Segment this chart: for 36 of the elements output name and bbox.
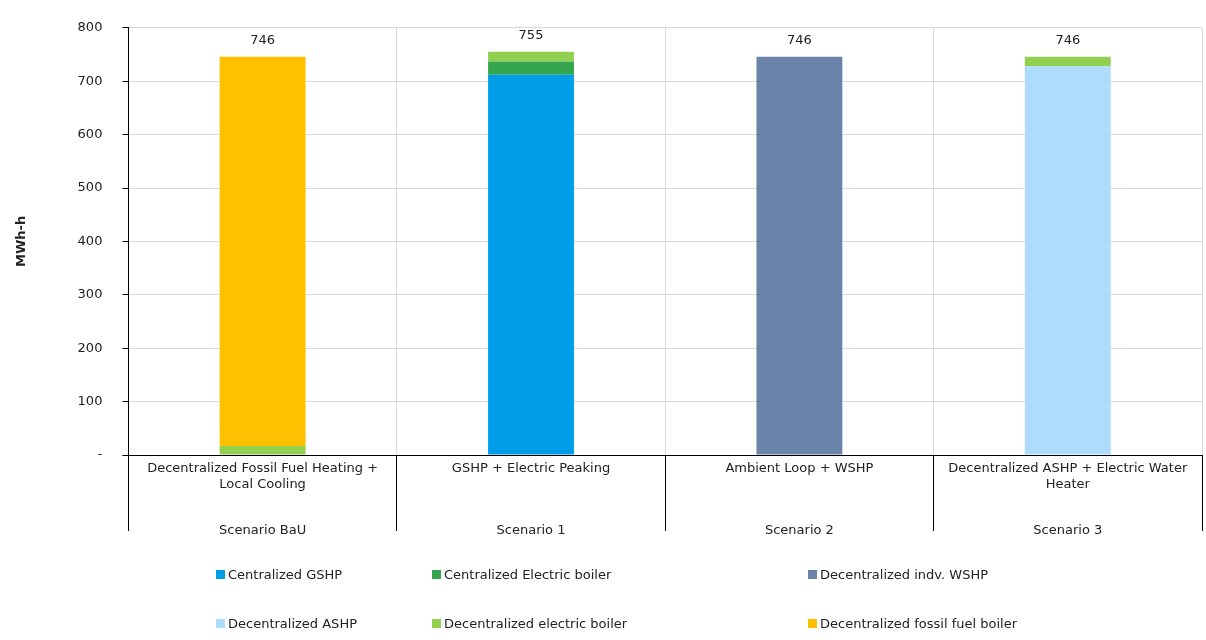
bar (756, 56, 843, 455)
x-tick-label: GSHP + Electric Peaking (451, 460, 611, 476)
legend-label: Decentralized electric boiler (444, 616, 628, 631)
bar (1024, 56, 1111, 67)
total-label: 755 (518, 26, 544, 42)
legend-label: Decentralized fossil fuel boiler (820, 616, 1017, 631)
bar (219, 56, 306, 446)
total-label: 746 (786, 31, 812, 47)
text: Scenario 2 (764, 522, 834, 538)
x-tick-label: Ambient Loop + WSHP (725, 460, 874, 476)
text: Scenario 1 (496, 522, 566, 538)
x-tick-label: Decentralized Fossil Fuel Heating + Local Cooling (147, 460, 379, 491)
bar (488, 74, 574, 455)
bar (488, 61, 574, 75)
y-tick-label: 700 (77, 72, 103, 88)
bar (219, 445, 306, 455)
bar (488, 51, 574, 62)
x-tick-label: Decentralized ASHP + Electric Water Heater (948, 460, 1188, 491)
legend-label: Decentralized ASHP (228, 616, 357, 631)
y-tick-label: 800 (77, 19, 103, 35)
y-tick-label: 100 (77, 392, 103, 408)
y-tick-label: 200 (77, 339, 103, 355)
legend-label: Decentralized indv. WSHP (820, 567, 989, 582)
total-label: 746 (250, 31, 276, 47)
total-label: 746 (1055, 31, 1081, 47)
legend-label: Centralized GSHP (228, 567, 343, 582)
y-tick-label: - (97, 446, 103, 462)
y-tick-label: 300 (77, 286, 103, 302)
y-axis-title: MWh-h (13, 215, 29, 267)
text: Scenario 3 (1033, 522, 1103, 538)
bar (1024, 66, 1111, 455)
text: Scenario BaU (219, 522, 307, 538)
legend-label: Centralized Electric boiler (444, 567, 612, 582)
y-tick-label: 600 (77, 125, 103, 141)
y-tick-label: 400 (77, 232, 103, 248)
y-tick-label: 500 (77, 179, 103, 195)
